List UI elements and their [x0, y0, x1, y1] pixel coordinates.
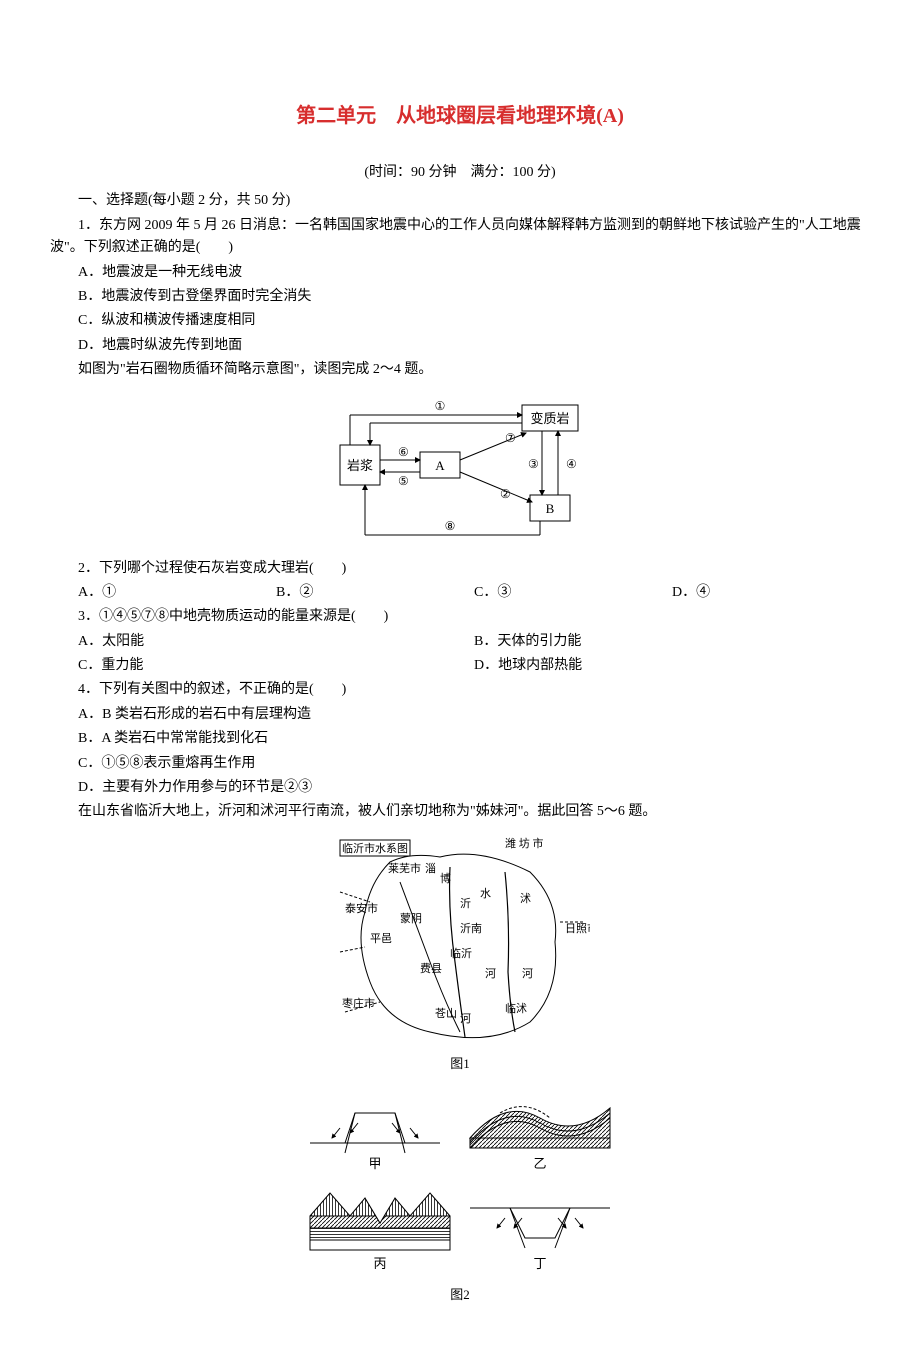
exam-meta: (时间：90 分钟 满分：100 分)	[50, 162, 870, 184]
q4-d: D．主要有外力作用参与的环节是②③	[50, 777, 870, 799]
svg-text:沭: 沭	[520, 892, 531, 905]
rock-cycle-diagram: 岩浆 A B 变质岩 ① ⑦ ② ③ ④ ⑥ ⑤ ⑧	[50, 390, 870, 550]
q3-text: 3．①④⑤⑦⑧中地壳物质运动的能量来源是( )	[50, 606, 870, 628]
box-b: B	[546, 501, 555, 516]
svg-text:⑤: ⑤	[398, 474, 409, 488]
q1-option-b: B．地震波传到古登堡界面时完全消失	[50, 286, 870, 308]
cross-sections: 甲 乙 丙 丁 图2	[50, 1083, 870, 1306]
fig2-caption: 图2	[50, 1285, 870, 1306]
q2-d: D．④	[672, 582, 870, 604]
svg-text:临沭: 临沭	[505, 1001, 527, 1015]
svg-text:⑧: ⑧	[445, 519, 456, 533]
q4-c: C．①⑤⑧表示重熔再生作用	[50, 753, 870, 775]
box-magma: 岩浆	[347, 458, 373, 473]
svg-text:临沂: 临沂	[450, 946, 472, 960]
q5-intro: 在山东省临沂大地上，沂河和沭河平行南流，被人们亲切地称为"姊妹河"。据此回答 5…	[50, 801, 870, 823]
svg-text:水: 水	[480, 887, 491, 900]
q4-text: 4．下列有关图中的叙述，不正确的是( )	[50, 679, 870, 701]
q3-a: A．太阳能	[78, 631, 474, 653]
q3-c: C．重力能	[78, 655, 474, 677]
svg-text:河: 河	[485, 967, 496, 980]
svg-text:泰安市: 泰安市	[345, 901, 378, 915]
svg-text:丁: 丁	[533, 1256, 546, 1271]
fig1-caption: 图1	[50, 1054, 870, 1075]
svg-text:费县: 费县	[420, 962, 442, 975]
svg-text:日照市: 日照市	[565, 921, 590, 935]
q3-options-row2: C．重力能 D．地球内部热能	[50, 655, 870, 677]
svg-text:临沂市水系图: 临沂市水系图	[342, 841, 408, 855]
q1-option-a: A．地震波是一种无线电波	[50, 262, 870, 284]
q2-options: A．① B．② C．③ D．④	[50, 582, 870, 604]
svg-text:河: 河	[522, 967, 533, 980]
svg-text:③: ③	[528, 457, 539, 471]
q1-option-d: D．地震时纵波先传到地面	[50, 335, 870, 357]
fig1-intro: 如图为"岩石圈物质循环简略示意图"，读图完成 2～4 题。	[50, 359, 870, 381]
svg-text:平邑: 平邑	[370, 932, 392, 945]
q4-a: A．B 类岩石形成的岩石中有层理构造	[50, 704, 870, 726]
svg-text:蒙阴: 蒙阴	[400, 912, 422, 925]
q2-b: B．②	[276, 582, 474, 604]
q1-option-c: C．纵波和横波传播速度相同	[50, 310, 870, 332]
box-meta: 变质岩	[530, 411, 569, 426]
svg-text:枣庄市: 枣庄市	[342, 996, 375, 1010]
svg-text:莱芜市: 莱芜市	[388, 861, 421, 875]
svg-text:淄: 淄	[425, 862, 436, 875]
svg-text:⑦: ⑦	[505, 431, 516, 445]
svg-text:河: 河	[460, 1012, 471, 1025]
svg-text:丙: 丙	[373, 1256, 386, 1271]
q1-intro: 1．东方网 2009 年 5 月 26 日消息：一名韩国国家地震中心的工作人员向…	[50, 215, 870, 260]
q3-options-row1: A．太阳能 B．天体的引力能	[50, 631, 870, 653]
svg-text:乙: 乙	[533, 1156, 546, 1171]
svg-text:苍山: 苍山	[435, 1007, 457, 1020]
svg-text:①: ①	[435, 399, 446, 413]
q3-b: B．天体的引力能	[474, 631, 870, 653]
q3-d: D．地球内部热能	[474, 655, 870, 677]
svg-text:④: ④	[566, 457, 577, 471]
svg-text:沂: 沂	[460, 897, 471, 910]
q2-text: 2．下列哪个过程使石灰岩变成大理岩( )	[50, 558, 870, 580]
svg-text:⑥: ⑥	[398, 445, 409, 459]
svg-text:甲: 甲	[368, 1156, 381, 1171]
page-title: 第二单元 从地球圈层看地理环境(A)	[50, 100, 870, 132]
svg-text:②: ②	[500, 487, 511, 501]
svg-text:沂南: 沂南	[460, 922, 482, 935]
svg-text:潍 坊 市: 潍 坊 市	[505, 836, 544, 850]
q2-a: A．①	[78, 582, 276, 604]
q2-c: C．③	[474, 582, 672, 604]
q4-b: B．A 类岩石中常常能找到化石	[50, 728, 870, 750]
linyi-map: 临沂市水系图 潍 坊 市 莱芜市 淄 博 泰安市 蒙阴 平邑 沂 沂南 沭 日照…	[50, 832, 870, 1075]
svg-text:博: 博	[440, 872, 451, 885]
section-heading: 一、选择题(每小题 2 分，共 50 分)	[50, 190, 870, 212]
box-a: A	[435, 458, 445, 473]
